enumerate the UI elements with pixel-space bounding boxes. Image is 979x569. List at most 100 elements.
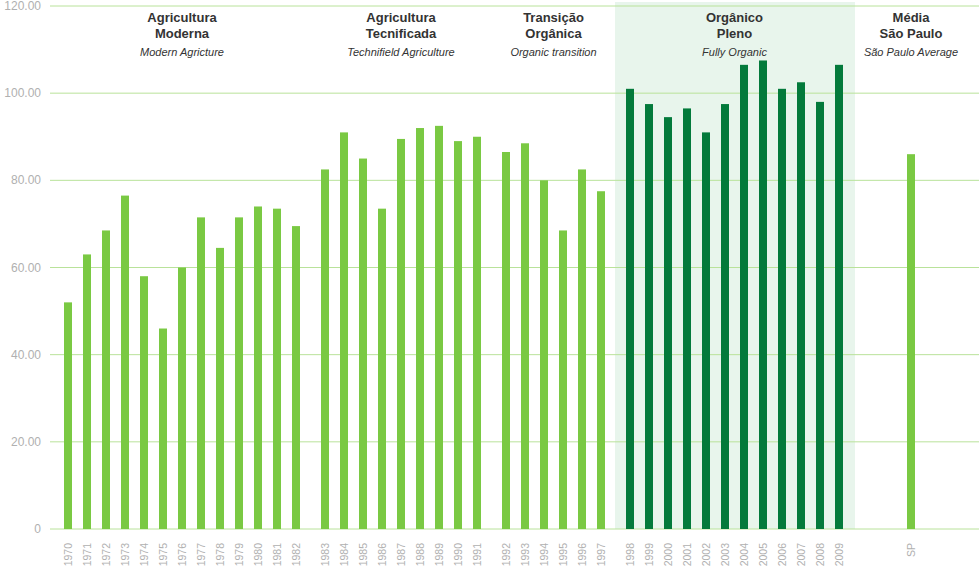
- x-tick-label: 2000: [662, 543, 674, 567]
- x-tick-label: 1994: [538, 543, 550, 567]
- x-tick-label: 1999: [643, 543, 655, 567]
- bar: [102, 230, 110, 529]
- bar: [254, 206, 262, 529]
- x-tick-label: 1976: [176, 543, 188, 567]
- bar: [664, 117, 672, 529]
- x-tick-label: 1986: [376, 543, 388, 567]
- y-tick-label: 80.00: [11, 173, 41, 187]
- bars: [64, 60, 915, 529]
- bar: [140, 276, 148, 529]
- group-title: Tecnificada: [366, 26, 437, 41]
- x-tick-label: 1989: [433, 543, 445, 567]
- group-title: Média: [893, 10, 931, 25]
- x-tick-label: 2003: [719, 543, 731, 567]
- group-title: Pleno: [717, 26, 752, 41]
- x-tick-label: 2008: [814, 543, 826, 567]
- chart: 020.0040.0060.0080.00100.00120.001970197…: [0, 0, 979, 569]
- x-tick-label: 1974: [138, 543, 150, 567]
- bar: [359, 159, 367, 529]
- x-tick-label: 1997: [595, 543, 607, 567]
- bar: [197, 217, 205, 529]
- y-axis-line: [50, 6, 51, 529]
- highlight-band: [615, 2, 855, 529]
- x-tick-label: 1988: [414, 543, 426, 567]
- bar: [397, 139, 405, 529]
- bar: [626, 89, 634, 529]
- y-tick-label: 40.00: [11, 348, 41, 362]
- bar: [797, 82, 805, 529]
- y-tick-label: 20.00: [11, 435, 41, 449]
- bar: [597, 191, 605, 529]
- bar: [759, 60, 767, 529]
- bar: [778, 89, 786, 529]
- x-tick-label: 2006: [776, 543, 788, 567]
- bar: [521, 143, 529, 529]
- group-title: Moderna: [155, 26, 210, 41]
- x-tick-label: 1983: [319, 543, 331, 567]
- bar: [435, 126, 443, 529]
- group-title: Orgânico: [706, 10, 763, 25]
- bar: [473, 137, 481, 529]
- bar: [292, 226, 300, 529]
- bar: [321, 169, 329, 529]
- x-tick-label: 1982: [290, 543, 302, 567]
- x-tick-label: 1972: [100, 543, 112, 567]
- bar: [454, 141, 462, 529]
- bar: [740, 65, 748, 529]
- bar: [178, 268, 186, 530]
- bar: [835, 65, 843, 529]
- bar: [64, 302, 72, 529]
- x-tick-label: 1987: [395, 543, 407, 567]
- x-tick-label: 1978: [214, 543, 226, 567]
- group-subtitle: Modern Agricture: [140, 46, 224, 58]
- x-tick-label: 1991: [471, 543, 483, 567]
- group-subtitle: Organic transition: [510, 46, 596, 58]
- y-tick-label: 100.00: [4, 86, 41, 100]
- bar: [273, 209, 281, 529]
- x-tick-label: 1993: [519, 543, 531, 567]
- x-tick-label: 1995: [557, 543, 569, 567]
- bar: [340, 132, 348, 529]
- bar: [683, 108, 691, 529]
- bar: [378, 209, 386, 529]
- bar: [216, 248, 224, 529]
- grid-line: [50, 6, 979, 7]
- x-tick-label: 1975: [157, 543, 169, 567]
- x-tick-label: 1996: [576, 543, 588, 567]
- x-tick-label: 1985: [357, 543, 369, 567]
- x-tick-label: 2004: [738, 543, 750, 567]
- x-tick-label: 1984: [338, 543, 350, 567]
- x-tick-label: 2002: [700, 543, 712, 567]
- group-subtitle: Technifield Agriculture: [347, 46, 454, 58]
- x-tick-label: 2009: [833, 543, 845, 567]
- y-tick-label: 120.00: [4, 0, 41, 13]
- x-tick-label: 1981: [271, 543, 283, 567]
- x-tick-label: 2001: [681, 543, 693, 567]
- x-tick-label: 1998: [624, 543, 636, 567]
- x-tick-label: SP: [905, 543, 917, 557]
- x-tick-label: 2005: [757, 543, 769, 567]
- y-tick-label: 0: [34, 522, 41, 536]
- x-tick-label: 2007: [795, 543, 807, 567]
- group-title: Agricultura: [147, 10, 217, 25]
- bar: [559, 230, 567, 529]
- bar: [816, 102, 824, 529]
- bar: [721, 104, 729, 529]
- bar: [907, 154, 915, 529]
- bar: [502, 152, 510, 529]
- bar: [83, 254, 91, 529]
- group-title: Transição: [523, 10, 584, 25]
- x-tick-label: 1973: [119, 543, 131, 567]
- bar: [702, 132, 710, 529]
- x-tick-label: 1979: [233, 543, 245, 567]
- bar: [159, 329, 167, 529]
- group-title: Agricultura: [366, 10, 436, 25]
- group-subtitle: Fully Organic: [702, 46, 767, 58]
- group-subtitle: São Paulo Average: [864, 46, 958, 58]
- x-tick-label: 1970: [62, 543, 74, 567]
- x-tick-label: 1990: [452, 543, 464, 567]
- x-tick-label: 1980: [252, 543, 264, 567]
- bar: [578, 169, 586, 529]
- x-tick-label: 1977: [195, 543, 207, 567]
- group-title: São Paulo: [880, 26, 943, 41]
